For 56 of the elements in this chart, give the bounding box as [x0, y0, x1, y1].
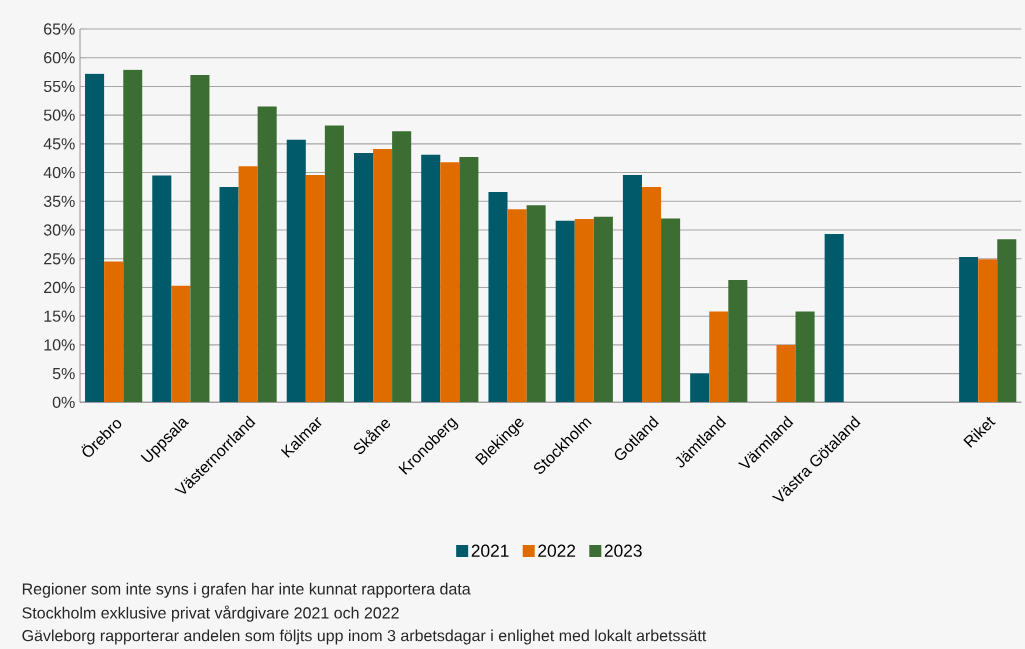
bar — [574, 219, 594, 403]
bar — [353, 153, 374, 403]
y-tick-label: 5% — [52, 367, 75, 380]
bar — [324, 125, 344, 403]
y-tick-label: 40% — [43, 166, 75, 179]
bar — [257, 106, 277, 403]
bar — [978, 259, 998, 403]
bar — [190, 74, 210, 403]
bar — [305, 174, 325, 403]
bar — [507, 209, 527, 403]
bar — [440, 162, 460, 403]
y-tick-label: 45% — [43, 138, 75, 150]
y-tick-label: 20% — [44, 281, 75, 294]
y-tick-label: 60% — [44, 52, 75, 64]
y-tick-label: 25% — [44, 253, 75, 265]
bar — [622, 174, 642, 403]
bar — [959, 257, 979, 403]
bar — [421, 154, 441, 403]
bar — [171, 285, 191, 403]
y-tick-label: 30% — [43, 224, 75, 236]
bar — [709, 311, 729, 403]
bar — [555, 220, 575, 403]
bar — [123, 69, 143, 403]
bar — [795, 311, 815, 403]
y-tick-label: 15% — [44, 310, 75, 322]
y-tick-label: 50% — [43, 109, 75, 121]
legend-label: 2021 — [471, 544, 509, 557]
bar — [824, 234, 844, 403]
bar — [286, 139, 306, 403]
bar — [593, 216, 613, 403]
bar — [728, 279, 748, 403]
y-tick-label: 55% — [43, 80, 75, 93]
bar — [997, 239, 1017, 403]
text: Stockholm exklusive privat vårdgivare 2021 och 2022 — [22, 605, 399, 622]
legend-label: 2022 — [538, 544, 576, 557]
y-tick-label: 65% — [44, 23, 75, 35]
bar — [219, 186, 239, 403]
bar — [661, 218, 681, 403]
bar — [641, 186, 662, 403]
y-tick-label: 0% — [52, 396, 75, 408]
bar — [373, 149, 393, 403]
bar — [690, 373, 710, 403]
y-tick-label: 10% — [44, 339, 75, 351]
bar — [459, 157, 479, 403]
legend-label: 2023 — [604, 544, 642, 557]
bar — [526, 205, 546, 403]
bar — [776, 344, 796, 403]
bar — [392, 131, 412, 403]
text: Gävleborg rapporterar andelen som följts upp inom 3 arbetsdagar i enlighet med lokalt arbetssätt — [22, 629, 707, 645]
text: Regioner som inte syns i grafen har inte kunnat rapportera data — [22, 582, 471, 598]
bar — [104, 261, 124, 403]
bar — [238, 166, 258, 403]
bar — [152, 175, 172, 403]
y-tick-label: 35% — [43, 195, 75, 207]
bar — [85, 73, 105, 403]
bar — [488, 192, 508, 403]
